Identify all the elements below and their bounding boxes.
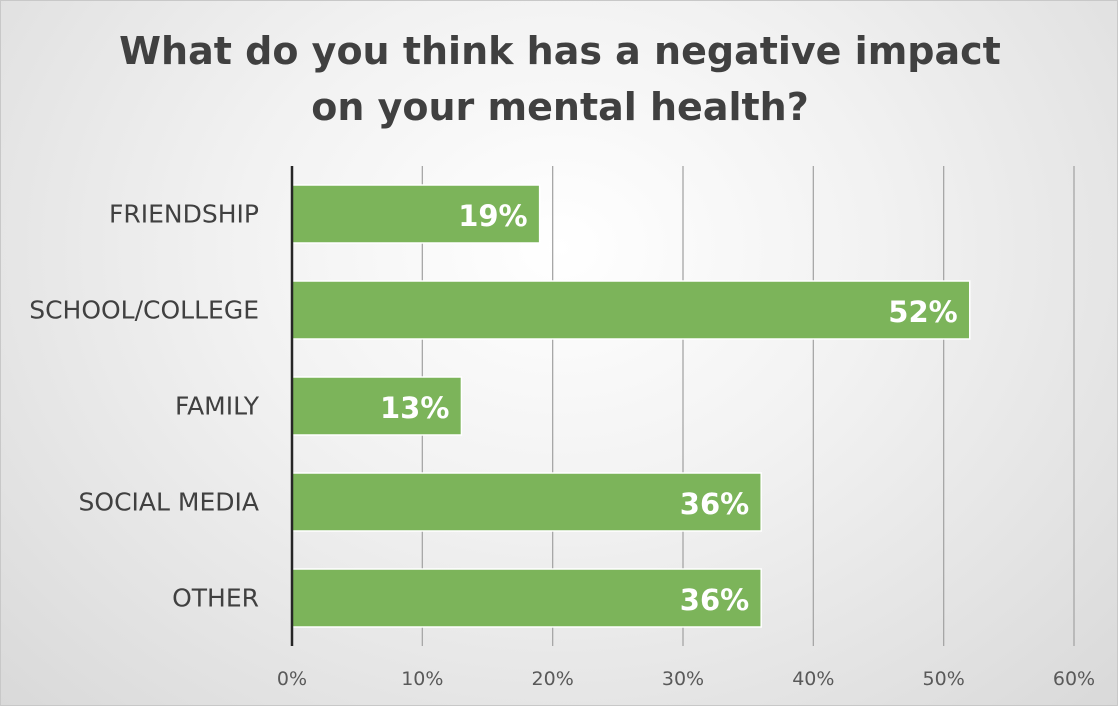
category-label-2: FAMILY — [175, 392, 260, 421]
category-label-4: OTHER — [172, 584, 259, 613]
category-label-1: SCHOOL/COLLEGE — [29, 296, 259, 325]
bar-4 — [291, 568, 762, 628]
x-tick-label-4: 40% — [792, 668, 834, 690]
bar-2 — [291, 376, 463, 436]
x-tick-label-3: 30% — [662, 668, 704, 690]
data-label-1: 52% — [888, 295, 957, 329]
chart-title-line-1: What do you think has a negative impact — [119, 29, 1001, 73]
x-tick-label-2: 20% — [532, 668, 574, 690]
x-tick-label-5: 50% — [923, 668, 965, 690]
x-tick-label-0: 0% — [277, 668, 307, 690]
chart-title: What do you think has a negative impact … — [1, 23, 1118, 135]
bar-0 — [291, 184, 541, 244]
category-label-3: SOCIAL MEDIA — [79, 488, 259, 517]
category-label-0: FRIENDSHIP — [109, 200, 259, 229]
data-label-3: 36% — [680, 487, 749, 521]
data-label-0: 19% — [458, 199, 527, 233]
x-tick-label-6: 60% — [1053, 668, 1095, 690]
data-label-2: 13% — [380, 391, 449, 425]
bar-3 — [291, 472, 762, 532]
chart-title-line-2: on your mental health? — [311, 85, 809, 129]
data-label-4: 36% — [680, 583, 749, 617]
x-tick-label-1: 10% — [401, 668, 443, 690]
bar-1 — [291, 280, 971, 340]
